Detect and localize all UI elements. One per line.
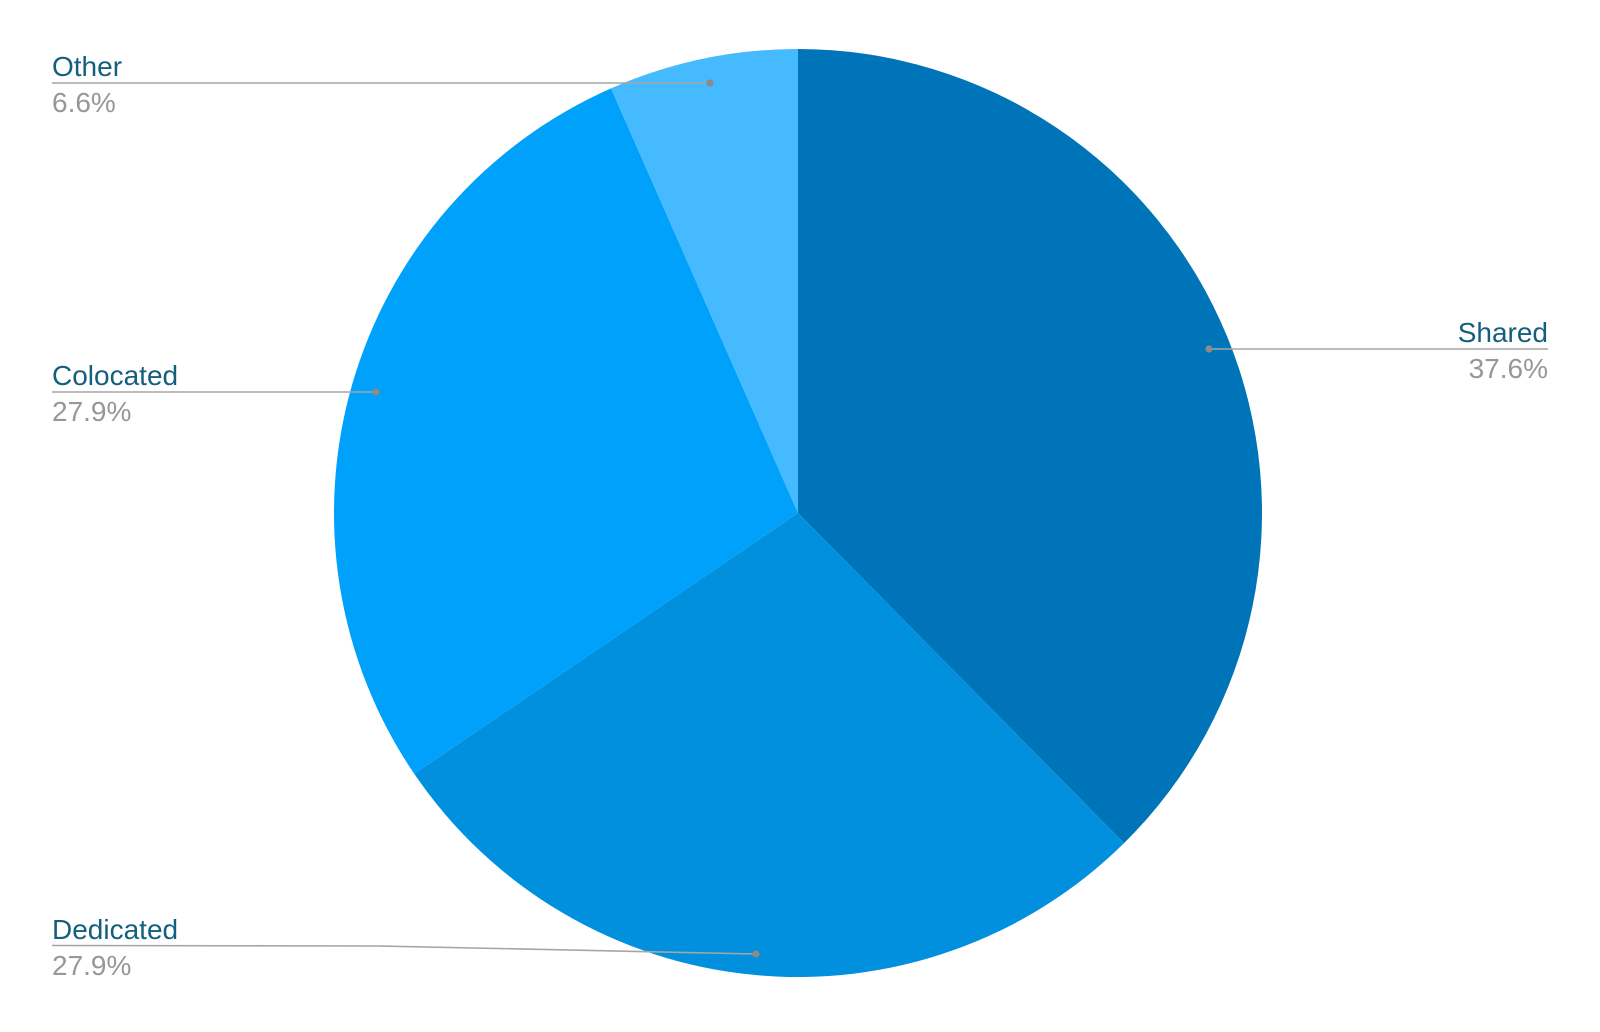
slice-percent-dedicated: 27.9%: [52, 950, 132, 981]
pie-slice-shared[interactable]: [798, 49, 1262, 844]
slice-label-other: Other: [52, 51, 123, 82]
slice-percent-other: 6.6%: [52, 87, 116, 118]
leader-dot-other: [706, 79, 714, 87]
pie-slice-dedicated[interactable]: [414, 513, 1125, 978]
slice-percent-colocated: 27.9%: [52, 396, 132, 427]
leader-dot-shared: [1205, 345, 1213, 353]
leader-dot-dedicated: [752, 950, 760, 958]
slice-label-shared: Shared: [1457, 317, 1548, 348]
leader-line-dedicated: [51, 944, 757, 955]
slice-percent-shared: 37.6%: [1468, 353, 1548, 384]
pie-slice-other[interactable]: [611, 49, 798, 513]
slice-label-colocated: Colocated: [52, 360, 179, 391]
leader-dot-colocated: [372, 388, 380, 396]
slice-label-dedicated: Dedicated: [52, 914, 179, 945]
pie-slice-colocated[interactable]: [333, 88, 798, 774]
